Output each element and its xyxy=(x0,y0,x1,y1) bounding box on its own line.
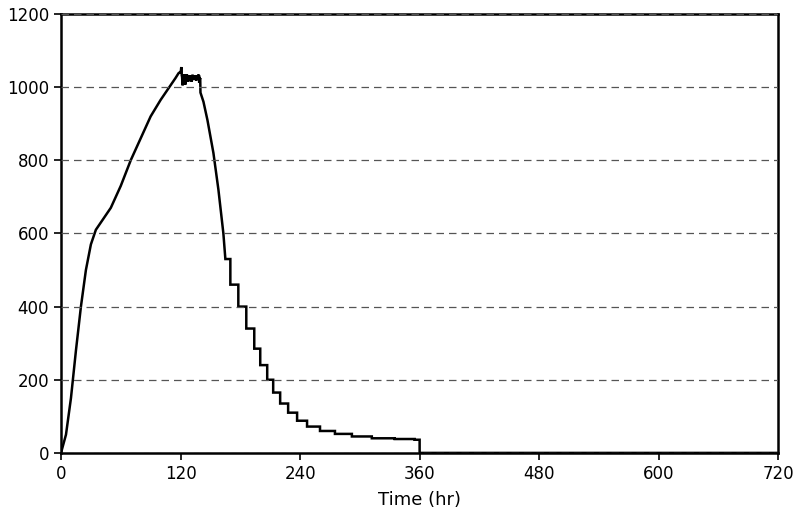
X-axis label: Time (hr): Time (hr) xyxy=(378,491,461,509)
